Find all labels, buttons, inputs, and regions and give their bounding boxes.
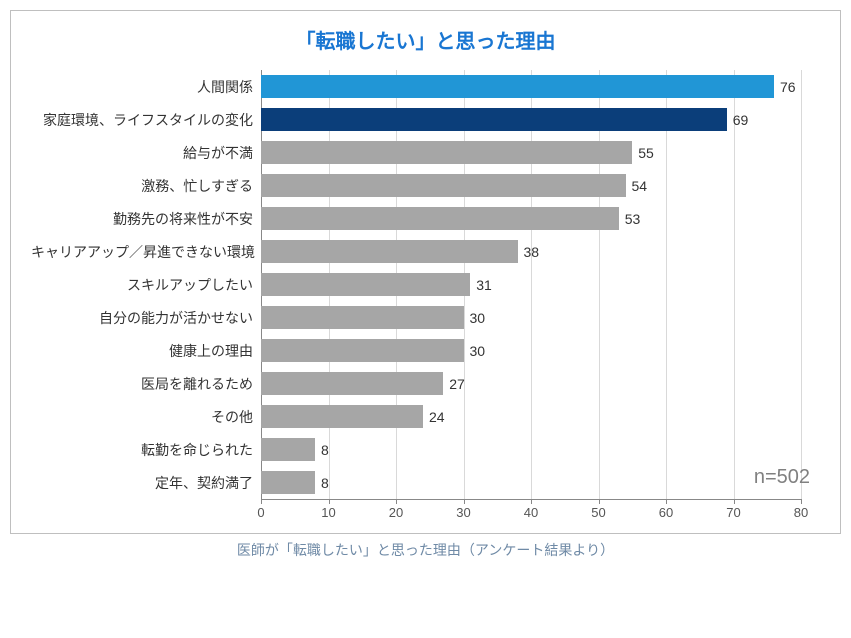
axis-tick-label: 80 xyxy=(794,505,808,520)
bar-track: 55 xyxy=(261,136,820,169)
bar-value: 24 xyxy=(423,409,445,425)
bar-track: 38 xyxy=(261,235,820,268)
bar-track: 76 xyxy=(261,70,820,103)
bar-label: 家庭環境、ライフスタイルの変化 xyxy=(31,110,261,130)
bar-row: 家庭環境、ライフスタイルの変化 69 xyxy=(31,103,820,136)
axis-ticks: 01020304050607080 xyxy=(261,499,820,523)
chart-rows: 人間関係 76 家庭環境、ライフスタイルの変化 69 給与が不満 55 激務、忙しすぎる 54… xyxy=(31,70,820,499)
bar-row: スキルアップしたい 31 xyxy=(31,268,820,301)
bar-value: 69 xyxy=(727,112,749,128)
bar-track: 31 xyxy=(261,268,820,301)
bar xyxy=(261,174,626,198)
bar-label: 人間関係 xyxy=(31,77,261,97)
bar-label: その他 xyxy=(31,407,261,427)
bar-track: 8 xyxy=(261,466,820,499)
bar-row: 健康上の理由 30 xyxy=(31,334,820,367)
axis-tick xyxy=(261,499,262,504)
axis-tick-label: 70 xyxy=(726,505,740,520)
bar-label: 激務、忙しすぎる xyxy=(31,176,261,196)
bar-track: 30 xyxy=(261,301,820,334)
bar-value: 30 xyxy=(464,310,486,326)
bar-track: 27 xyxy=(261,367,820,400)
bar-value: 8 xyxy=(315,475,329,491)
axis-tick-label: 10 xyxy=(321,505,335,520)
chart-frame: 「転職したい」と思った理由 人間関係 76 家庭環境、ライフスタイルの変化 69 給与が… xyxy=(10,10,841,534)
bar-track: 53 xyxy=(261,202,820,235)
bar xyxy=(261,306,464,330)
bar-value: 76 xyxy=(774,79,796,95)
bar-row: 人間関係 76 xyxy=(31,70,820,103)
bar-value: 30 xyxy=(464,343,486,359)
axis-spacer xyxy=(31,499,261,523)
bar-value: 55 xyxy=(632,145,654,161)
axis-tick xyxy=(666,499,667,504)
bar-value: 38 xyxy=(518,244,540,260)
bar-value: 8 xyxy=(315,442,329,458)
bar xyxy=(261,141,632,165)
bar-row: 給与が不満 55 xyxy=(31,136,820,169)
bar-track: 54 xyxy=(261,169,820,202)
axis-tick xyxy=(801,499,802,504)
bar-label: 給与が不満 xyxy=(31,143,261,163)
axis-tick-label: 40 xyxy=(524,505,538,520)
axis-tick-label: 60 xyxy=(659,505,673,520)
sample-size-note: n=502 xyxy=(754,466,810,489)
axis-tick-label: 30 xyxy=(456,505,470,520)
chart-container: 「転職したい」と思った理由 人間関係 76 家庭環境、ライフスタイルの変化 69 給与が… xyxy=(0,0,851,638)
bar-label: 転勤を命じられた xyxy=(31,440,261,460)
bar-track: 30 xyxy=(261,334,820,367)
bar-row: 医局を離れるため 27 xyxy=(31,367,820,400)
axis-tick-label: 0 xyxy=(257,505,264,520)
bar xyxy=(261,207,619,231)
chart-plot-area: 人間関係 76 家庭環境、ライフスタイルの変化 69 給与が不満 55 激務、忙しすぎる 54… xyxy=(31,70,820,499)
bar-label: 自分の能力が活かせない xyxy=(31,308,261,328)
bar-value: 53 xyxy=(619,211,641,227)
bar xyxy=(261,273,470,297)
bar xyxy=(261,471,315,495)
bar-value: 31 xyxy=(470,277,492,293)
chart-caption: 医師が「転職したい」と思った理由（アンケート結果より） xyxy=(10,540,841,560)
bar-track: 69 xyxy=(261,103,820,136)
bar-row: 激務、忙しすぎる 54 xyxy=(31,169,820,202)
x-axis: 0 10 20 30 40 50 60 70 80 xyxy=(31,499,820,523)
bar xyxy=(261,75,774,99)
bar-value: 54 xyxy=(626,178,648,194)
axis-tick xyxy=(599,499,600,504)
bar-row: 転勤を命じられた 8 xyxy=(31,433,820,466)
bar-label: 医局を離れるため xyxy=(31,374,261,394)
bar-row: その他 24 xyxy=(31,400,820,433)
bar xyxy=(261,108,727,132)
bar-row: 定年、契約満了 8 xyxy=(31,466,820,499)
axis-tick xyxy=(734,499,735,504)
bar xyxy=(261,240,518,264)
bar-label: 勤務先の将来性が不安 xyxy=(31,209,261,229)
bar-label: 健康上の理由 xyxy=(31,341,261,361)
bar xyxy=(261,405,423,429)
bar xyxy=(261,339,464,363)
bar-row: 勤務先の将来性が不安 53 xyxy=(31,202,820,235)
bar-row: 自分の能力が活かせない 30 xyxy=(31,301,820,334)
chart-title: 「転職したい」と思った理由 xyxy=(11,11,840,60)
bar-label: スキルアップしたい xyxy=(31,275,261,295)
bar xyxy=(261,372,443,396)
bar-row: キャリアアップ／昇進できない環境 38 xyxy=(31,235,820,268)
axis-tick xyxy=(396,499,397,504)
bar-label: 定年、契約満了 xyxy=(31,473,261,493)
axis-tick xyxy=(329,499,330,504)
axis-tick xyxy=(531,499,532,504)
axis-tick xyxy=(464,499,465,504)
bar-track: 8 xyxy=(261,433,820,466)
bar-label: キャリアアップ／昇進できない環境 xyxy=(31,242,261,262)
axis-tick-label: 50 xyxy=(591,505,605,520)
bar xyxy=(261,438,315,462)
axis-tick-label: 20 xyxy=(389,505,403,520)
bar-track: 24 xyxy=(261,400,820,433)
bar-value: 27 xyxy=(443,376,465,392)
